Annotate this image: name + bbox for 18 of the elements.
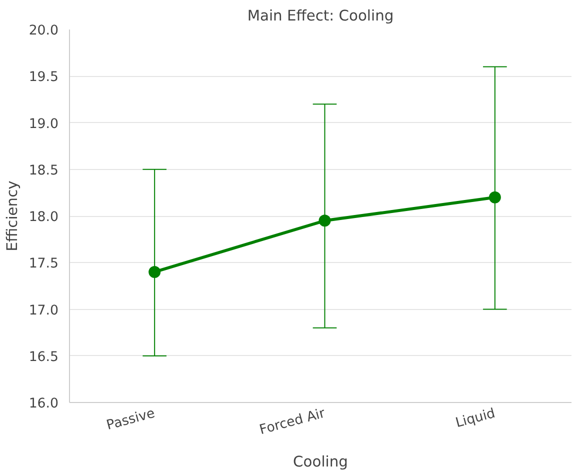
chart-title: Main Effect: Cooling (247, 8, 394, 24)
x-tick-label: Passive (105, 406, 157, 434)
x-axis-title: Cooling (293, 453, 348, 470)
y-tick-label: 16.0 (28, 396, 59, 412)
x-tick-label: Forced Air (258, 406, 328, 438)
point (148, 266, 161, 278)
point (488, 191, 501, 204)
y-tick-label: 19.0 (28, 116, 59, 132)
y-tick-label: 17.0 (28, 303, 59, 318)
y-axis-title: Efficiency (4, 180, 21, 252)
y-tick-label: 19.5 (28, 70, 59, 86)
y-tick-label: 18.5 (28, 163, 59, 178)
y-tick-label: 20.0 (28, 24, 59, 38)
y-tick-label: 16.5 (28, 350, 59, 365)
point (318, 214, 331, 227)
y-tick-label: 17.5 (28, 256, 59, 272)
x-tick-label: Liquid (454, 406, 497, 432)
y-tick-label: 18.0 (28, 210, 59, 225)
